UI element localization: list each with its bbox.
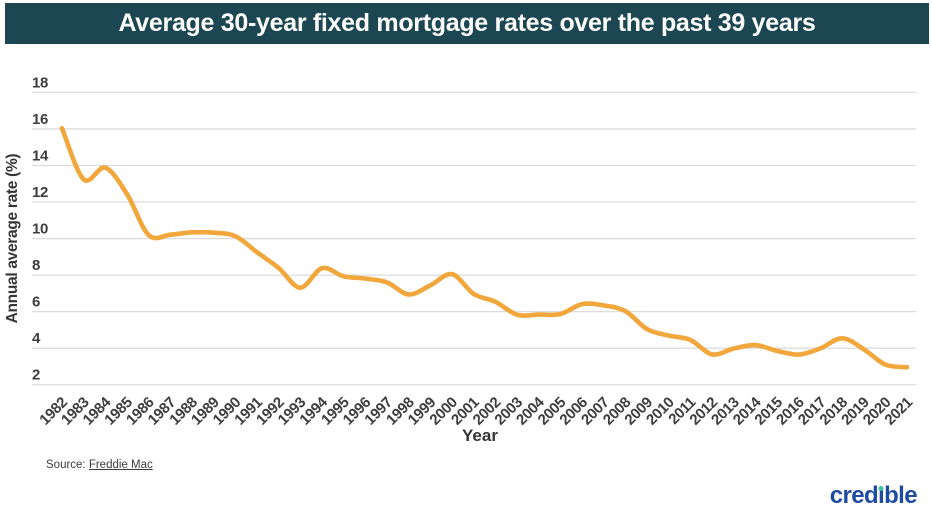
y-tick-label: 8 (32, 257, 40, 274)
logo-text-post: ble (884, 482, 917, 509)
credible-logo: credı ble (829, 482, 918, 509)
y-tick-label: 10 (32, 221, 48, 238)
logo-i-dot (878, 486, 884, 491)
y-tick-label: 2 (32, 367, 40, 384)
y-tick-label: 16 (32, 111, 48, 128)
source-link-freddie-mac[interactable]: Freddie Mac (88, 459, 153, 471)
y-tick-label: 4 (32, 330, 41, 347)
y-tick-label: 14 (32, 147, 49, 164)
y-axis-title: Annual average rate (%) (4, 154, 21, 324)
source-label: Source: (46, 459, 89, 471)
y-tick-label: 6 (32, 294, 40, 311)
logo-text-pre: cred (829, 482, 879, 509)
rate-line (59, 125, 910, 370)
logo-letter-i: ı (878, 482, 885, 509)
y-tick-label: 12 (32, 184, 48, 201)
y-tick-label: 18 (32, 74, 48, 91)
x-axis-title: Year (462, 426, 498, 445)
chart-title-bar: Average 30-year fixed mortgage rates ove… (5, 3, 929, 44)
chart-title: Average 30-year fixed mortgage rates ove… (118, 9, 816, 37)
logo-i-stem: ı (878, 482, 885, 509)
source-note: Source: Freddie Mac (46, 459, 153, 471)
